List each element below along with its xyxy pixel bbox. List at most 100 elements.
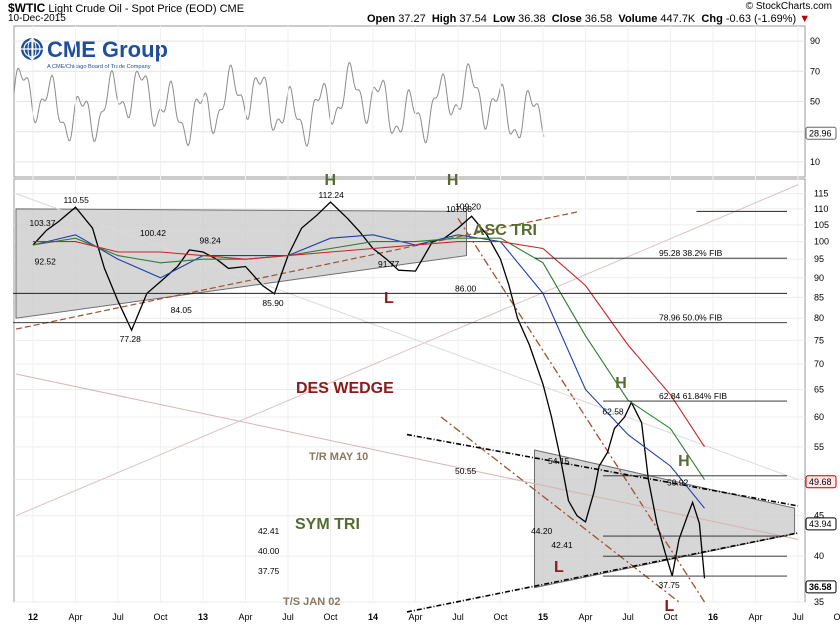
x-tick-label: Apr [68, 612, 82, 622]
rsi-value-tag-text: 28.96 [809, 128, 832, 138]
price-tick-label: 60 [814, 412, 824, 422]
horizontal-level-label: 42.41 [258, 526, 280, 536]
ts-jan-02-label: T/S JAN 02 [283, 596, 340, 608]
rsi-panel: 103050709028.96 [13, 25, 837, 178]
rsi-tick-label: 90 [810, 36, 820, 46]
x-tick-label: 15 [538, 612, 548, 622]
globe-icon [21, 38, 43, 60]
high-label: High [431, 13, 457, 25]
x-tick-label: Apr [238, 612, 252, 622]
price-tick-label: 100 [814, 237, 829, 247]
x-tick-label: Oct [153, 612, 168, 622]
price-point-label: 77.28 [120, 334, 142, 344]
price-tick-label: 80 [814, 313, 824, 323]
rsi-tick-label: 70 [810, 66, 820, 76]
price-point-label: 50.92 [667, 477, 689, 487]
ma-blue-line [32, 234, 705, 509]
price-tick-label: 35 [814, 597, 824, 607]
price-value-tag-text: 36.58 [809, 582, 832, 592]
horizontal-level-label: 78.96 50.0% FIB [659, 313, 723, 323]
open-value: 37.27 [398, 13, 426, 25]
x-tick-label: Oct [833, 612, 840, 622]
pivot-h-marker: H [325, 172, 337, 189]
logo-tagline: A CME/Chicago Board of Trade Company [47, 64, 151, 70]
price-value-tag [805, 475, 837, 489]
rsi-tick-label: 50 [810, 97, 820, 107]
price-point-label: 91.77 [378, 259, 400, 269]
rsi-line [13, 61, 545, 147]
logo-name: CME Group [47, 37, 168, 62]
pivot-l-marker: L [554, 559, 564, 576]
exchange: CME [219, 3, 245, 15]
x-tick-label: Jul [112, 612, 124, 622]
price-tick-label: 65 [814, 384, 824, 394]
horizontal-level-label: 50.55 [455, 466, 477, 476]
x-tick-label: Jul [282, 612, 294, 622]
brand-credit[interactable]: © StockCharts.com [745, 1, 832, 12]
x-tick-label: Oct [493, 612, 508, 622]
x-tick-label: Apr [408, 612, 422, 622]
price-tick-label: 85 [814, 292, 824, 302]
rsi-tick-label: 10 [810, 157, 820, 167]
asc-tri-label: ASC TRI [473, 222, 537, 239]
price-point-label: 100.42 [140, 228, 166, 238]
x-tick-label: 16 [708, 612, 718, 622]
chg-label: Chg [701, 13, 723, 25]
price-point-label: 62.58 [602, 407, 624, 417]
symmetrical-triangle-zone [534, 449, 796, 589]
price-point-label: 92.52 [35, 256, 57, 266]
price-value-tag-text: 43.94 [809, 519, 832, 529]
pivot-h-marker: H [447, 172, 459, 189]
price-tick-label: 55 [814, 442, 824, 452]
x-tick-label: Jul [622, 612, 634, 622]
volume-value: 447.7K [660, 13, 696, 25]
price-point-label: 107.68 [446, 204, 472, 214]
price-tick-label: 90 [814, 273, 824, 283]
horizontal-level-label: 37.75 [258, 566, 280, 576]
pivot-l-marker: L [384, 290, 394, 307]
x-tick-label: 14 [368, 612, 378, 622]
price-point-label: 112.24 [319, 190, 345, 200]
high-value: 37.54 [459, 13, 487, 25]
pivot-h-marker: H [615, 375, 627, 392]
sym-tri-lower-line [406, 532, 799, 613]
price-tick-label: 45 [814, 511, 824, 521]
x-tick-label: Jul [792, 612, 804, 622]
close-value: 36.58 [584, 13, 613, 25]
des-wedge-label: DES WEDGE [296, 380, 394, 397]
cme-logo: CME Group A CME/Chicago Board of Trade C… [21, 37, 168, 70]
price-panel: 35 40 45 50 55 60 65 70 75 80 85 90 95 100 105 110 115 1… [13, 26, 837, 615]
ma-red-line [33, 241, 705, 448]
long-trendline-1 [15, 373, 799, 540]
x-tick-label: 13 [198, 612, 208, 622]
ohlc-readout: Open 37.27 High 37.54 Low 36.38 Close 36… [367, 13, 810, 25]
price-value-tag [805, 580, 837, 594]
ma-green-line [32, 237, 705, 480]
x-tick-label: Oct [323, 612, 338, 622]
price-tick-label: 40 [814, 551, 824, 561]
x-axis: 12 Apr Jul Oct 13 Apr Jul Oct 14 Apr Jul Oct 15 Apr Ju… [28, 612, 840, 622]
price-tick-label: 115 [814, 189, 828, 199]
chart-date: 10-Dec-2015 [8, 13, 66, 24]
price-point-label: 54.15 [548, 456, 570, 466]
long-trendline-2 [15, 184, 799, 517]
open-label: Open [367, 13, 396, 25]
price-value-tag [805, 517, 837, 531]
wedge-upper-trendline [457, 218, 706, 603]
price-tick-label: 105 [814, 220, 829, 230]
horizontal-level-label: 109.20 [455, 201, 481, 211]
instrument-name: Light Crude Oil - Spot Price (EOD) [48, 3, 217, 15]
tr-may-10-label: T/R MAY 10 [309, 451, 368, 463]
low-label: Low [493, 13, 516, 25]
price-tick-label: 70 [814, 359, 824, 369]
chg-value: -0.63 (-1.69%) [725, 13, 797, 25]
x-tick-label: 12 [28, 612, 38, 622]
down-arrow-icon: ▼ [799, 13, 811, 25]
symbol: $WTIC [8, 1, 46, 15]
price-point-label: 85.90 [262, 298, 284, 308]
pivot-h-marker: H [678, 453, 690, 470]
sym-tri-upper-line [406, 433, 799, 507]
price-point-label: 103.37 [30, 218, 56, 228]
horizontal-level-label: 95.28 38.2% FIB [659, 248, 723, 258]
price-tick-label: 95 [814, 254, 824, 264]
